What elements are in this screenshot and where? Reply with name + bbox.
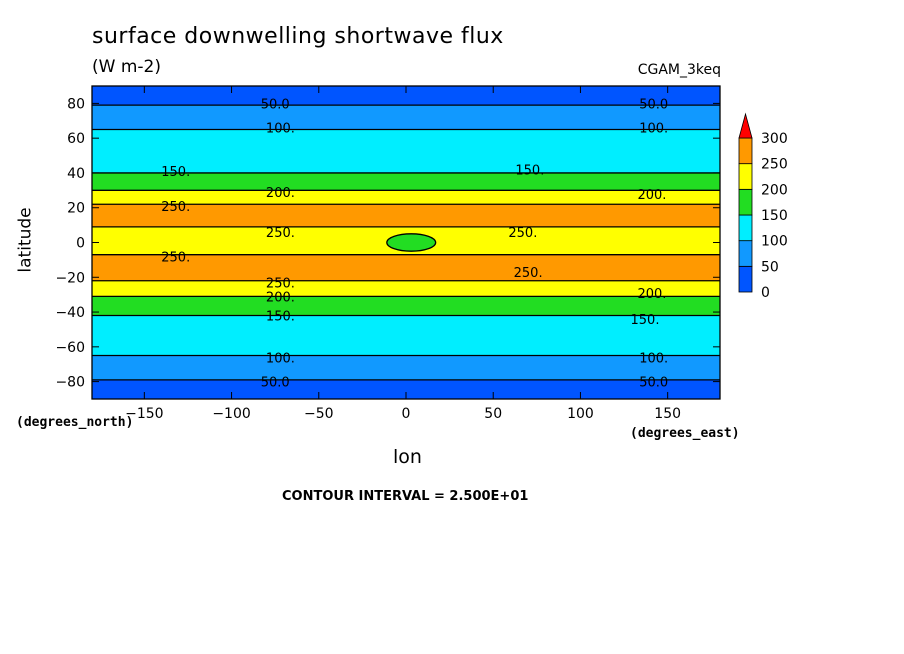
band-9	[92, 296, 720, 316]
colorbar-swatch-2	[738, 214, 753, 242]
colorbar-swatch-0	[738, 265, 753, 293]
contour-interval-note: CONTOUR INTERVAL = 2.500E+01	[282, 489, 529, 504]
x-tick-label-2: −50	[304, 406, 334, 422]
y-axis-units: (degrees_north)	[16, 415, 134, 430]
y-tick-label-5: −20	[55, 270, 85, 286]
contour-label-18: 100.	[266, 351, 295, 366]
band-2	[92, 129, 720, 173]
colorbar-swatch-3	[738, 188, 753, 216]
colorbar-swatch-5	[738, 137, 753, 165]
contour-label-10: 250.	[508, 226, 537, 241]
y-tick-label-1: 60	[67, 131, 85, 147]
x-tick-label-1: −100	[212, 406, 250, 422]
colorbar-label-4: 200	[761, 182, 788, 198]
contour-label-9: 250.	[266, 226, 295, 241]
contour-label-21: 50.0	[639, 376, 668, 391]
band-7	[92, 254, 720, 281]
band-8	[92, 280, 720, 297]
band-10	[92, 315, 720, 356]
colorbar-label-0: 0	[761, 285, 770, 301]
y-tick-label-6: −40	[55, 305, 85, 321]
band-5	[92, 204, 720, 227]
contour-label-7: 200.	[637, 188, 666, 203]
x-tick-label-6: 150	[654, 406, 681, 422]
contour-label-11: 250.	[161, 250, 190, 265]
y-tick-label-0: 80	[67, 96, 85, 112]
contour-label-1: 50.0	[639, 97, 668, 112]
y-tick-label-4: 0	[76, 236, 85, 252]
contour-label-0: 50.0	[261, 97, 290, 112]
contour-label-15: 200.	[637, 287, 666, 302]
contour-label-12: 250.	[266, 276, 295, 291]
contour-label-14: 200.	[266, 290, 295, 305]
y-tick-label-8: −80	[55, 375, 85, 391]
colorbar-label-6: 300	[761, 131, 788, 147]
contour-label-4: 150.	[161, 165, 190, 180]
contour-label-5: 150.	[515, 163, 544, 178]
contour-label-13: 250.	[514, 266, 543, 281]
colorbar-label-2: 100	[761, 234, 788, 250]
y-tick-label-3: 20	[67, 201, 85, 217]
band-11	[92, 355, 720, 380]
band-12	[92, 379, 720, 399]
band-3	[92, 172, 720, 191]
y-tick-label-2: 40	[67, 166, 85, 182]
contour-label-19: 100.	[639, 351, 668, 366]
contour-label-16: 150.	[266, 310, 295, 325]
chart-title: surface downwelling shortwave flux	[92, 24, 504, 49]
contour-label-17: 150.	[631, 313, 660, 328]
colorbar-overflow-arrow	[738, 112, 753, 139]
band-4	[92, 190, 720, 205]
contour-label-2: 100.	[266, 122, 295, 137]
colorbar-swatch-1	[738, 240, 753, 267]
x-tick-label-4: 50	[484, 406, 502, 422]
contour-label-3: 100.	[639, 122, 668, 137]
equatorial-low-patch	[386, 233, 437, 252]
y-tick-label-7: −60	[55, 340, 85, 356]
contour-label-8: 250.	[161, 200, 190, 215]
colorbar-label-5: 250	[761, 157, 788, 173]
band-1	[92, 105, 720, 130]
contour-label-6: 200.	[266, 186, 295, 201]
contour-label-20: 50.0	[261, 376, 290, 391]
x-tick-label-0: −150	[125, 406, 163, 422]
x-axis-label: lon	[393, 446, 422, 468]
x-axis-units: (degrees_east)	[630, 426, 740, 441]
colorbar-label-1: 50	[761, 259, 779, 275]
chart-units: (W m-2)	[92, 57, 161, 77]
x-tick-label-5: 100	[567, 406, 594, 422]
band-0	[92, 86, 720, 106]
x-tick-label-3: 0	[402, 406, 411, 422]
dataset-label: CGAM_3keq	[637, 62, 721, 78]
colorbar-label-3: 150	[761, 208, 788, 224]
colorbar-swatch-4	[738, 163, 753, 190]
